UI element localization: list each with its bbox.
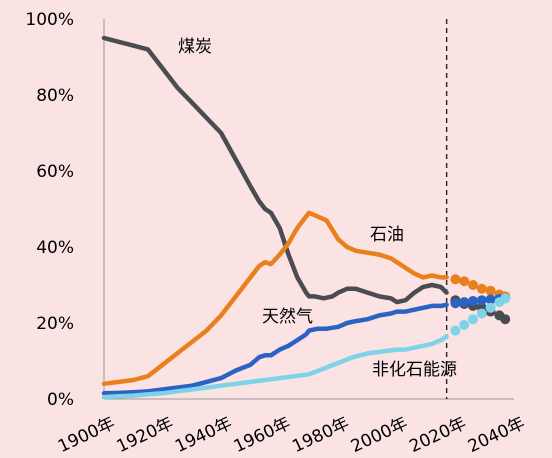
series-lines (101, 35, 449, 400)
x-tick-label: 1940年 (172, 413, 235, 457)
x-tick-label: 2040年 (465, 413, 528, 457)
projection-point-3 (500, 293, 511, 304)
projection-point-2 (450, 298, 461, 309)
projection-point-2 (485, 294, 496, 305)
projection-point-1 (468, 280, 478, 290)
projection-point-3 (468, 314, 478, 325)
projection-point-1 (476, 283, 487, 294)
projection-point-3 (485, 302, 496, 313)
projection-point-1 (450, 274, 461, 285)
projection-point-2 (476, 295, 487, 306)
projection-point-1 (459, 276, 470, 287)
y-tick-label: 40% (36, 238, 74, 258)
series-line-1 (101, 210, 449, 387)
projection-point-0 (500, 314, 511, 325)
x-tick-label: 1960年 (231, 413, 294, 457)
y-tick-label: 80% (36, 86, 74, 106)
series-line-2 (101, 302, 449, 396)
series-label-3: 非化石能源 (372, 360, 457, 380)
series-label-2: 天然气 (262, 307, 313, 327)
y-tick-label: 0% (47, 390, 74, 410)
series-line-0 (101, 35, 449, 305)
chart-axes (103, 19, 514, 400)
projection-point-2 (459, 297, 470, 308)
series-label-0: 煤炭 (178, 37, 212, 57)
y-tick-label: 100% (25, 10, 74, 30)
projection-point-2 (468, 295, 478, 306)
x-tick-label: 1900年 (55, 413, 118, 457)
x-tick-label: 2000年 (348, 413, 411, 457)
x-tick-label: 1980年 (289, 413, 352, 457)
projection-point-3 (476, 308, 487, 319)
projection-point-3 (459, 319, 470, 330)
projection-point-1 (485, 285, 496, 296)
series-line-3 (101, 334, 449, 400)
y-tick-label: 20% (36, 314, 74, 334)
y-tick-labels: 0% 20% 40% 60% 80% 100% (25, 10, 74, 410)
x-tick-label: 1920年 (114, 413, 177, 457)
y-tick-label: 60% (36, 162, 74, 182)
projection-point-3 (450, 325, 461, 336)
series-label-1: 石油 (370, 225, 404, 245)
projection-markers (450, 274, 511, 336)
x-tick-label: 2020年 (406, 413, 469, 457)
